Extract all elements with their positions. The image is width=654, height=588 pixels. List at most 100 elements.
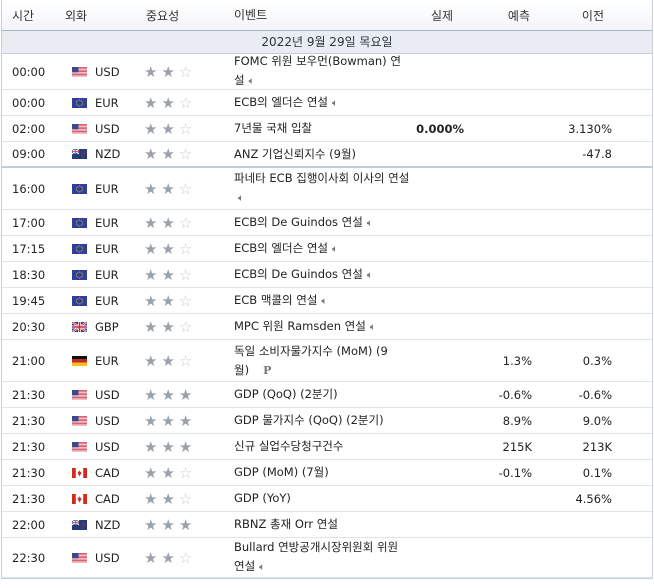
table-row[interactable]: 21:30 USD ★ ★ ★ GDP (QoQ) (2분기) -0.6% -0.6%: [2, 382, 652, 408]
table-row[interactable]: 19:45 EUR ★ ★ ☆ ECB 맥콜의 연설 🔈︎: [2, 288, 652, 314]
star-filled-icon: ★: [161, 548, 179, 567]
event-link[interactable]: ECB의 De Guindos 연설: [234, 266, 363, 281]
event-link[interactable]: FOMC 위원 보우먼(Bowman) 연설: [234, 54, 401, 87]
importance-stars: ★ ★ ☆: [144, 63, 230, 81]
table-row[interactable]: 21:00 EUR ★ ★ ☆ 독일 소비자물가지수 (MoM) (9월) P 1.3% 0.3…: [2, 340, 652, 382]
importance-stars: ★ ★ ★: [144, 386, 230, 404]
star-filled-icon: ★: [161, 463, 179, 482]
star-filled-icon: ★: [161, 62, 179, 81]
table-row[interactable]: 16:00 EUR ★ ★ ☆ 파네타 ECB 집행이사회 이사의 연설🔈︎: [2, 168, 652, 210]
table-row[interactable]: 17:00 EUR ★ ★ ☆ ECB의 De Guindos 연설 🔈︎: [2, 210, 652, 236]
event-link[interactable]: 독일 소비자물가지수 (MoM) (9월): [234, 343, 388, 377]
previous-value: 0.3%: [582, 353, 612, 368]
currency-code: NZD: [95, 147, 121, 161]
table-row[interactable]: 20:30 GBP ★ ★ ☆ MPC 위원 Ramsden 연설 🔈︎: [2, 314, 652, 340]
header-forecast[interactable]: 예측: [507, 8, 530, 23]
event-time: 18:30: [12, 267, 46, 282]
event-name[interactable]: FOMC 위원 보우먼(Bowman) 연설 🔈︎: [230, 49, 410, 94]
event-name[interactable]: GDP (YoY): [230, 486, 410, 511]
star-filled-icon: ★: [161, 93, 179, 112]
speaker-icon: 🔈︎: [238, 193, 244, 204]
event-link[interactable]: GDP (YoY): [234, 491, 291, 505]
header-currency[interactable]: 외화: [65, 8, 88, 23]
header-actual[interactable]: 실제: [430, 8, 454, 23]
star-filled-icon: ★: [161, 385, 179, 404]
event-name[interactable]: ANZ 기업신뢰지수 (9월): [230, 142, 410, 167]
event-name[interactable]: RBNZ 총재 Orr 연설: [230, 512, 410, 537]
star-filled-icon: ★: [144, 179, 162, 198]
previous-value: 4.56%: [575, 491, 612, 506]
event-link[interactable]: MPC 위원 Ramsden 연설: [234, 318, 366, 333]
speaker-icon: 🔈︎: [366, 269, 373, 281]
table-row[interactable]: 09:00 NZD ★ ★ ☆ ANZ 기업신뢰지수 (9월) -47.8: [2, 142, 652, 168]
event-name[interactable]: GDP (MoM) (7월): [230, 460, 410, 485]
event-link[interactable]: ECB의 De Guindos 연설: [234, 214, 363, 229]
event-name[interactable]: ECB의 De Guindos 연설 🔈︎: [230, 262, 410, 288]
event-link[interactable]: ECB의 엘더슨 연설: [234, 240, 328, 255]
header-event[interactable]: 이벤트: [234, 7, 268, 22]
star-filled-icon: ★: [161, 213, 179, 232]
forecast-value: -0.6%: [498, 387, 532, 402]
speaker-icon: 🔈︎: [369, 321, 376, 333]
event-name[interactable]: ECB의 엘더슨 연설 🔈︎: [230, 90, 410, 116]
event-name[interactable]: 신규 실업수당청구건수: [230, 434, 410, 459]
event-link[interactable]: ECB 맥콜의 연설: [234, 292, 318, 307]
event-name[interactable]: 독일 소비자물가지수 (MoM) (9월) P: [230, 339, 410, 383]
event-link[interactable]: 신규 실업수당청구건수: [234, 439, 344, 453]
event-link[interactable]: ECB의 엘더슨 연설: [234, 94, 328, 109]
previous-value: 213K: [582, 439, 613, 454]
event-name[interactable]: 7년물 국채 입찰: [230, 116, 410, 141]
table-row[interactable]: 18:30 EUR ★ ★ ☆ ECB의 De Guindos 연설 🔈︎: [2, 262, 652, 288]
eu-flag-icon: [72, 243, 87, 254]
table-row[interactable]: 22:00 NZD ★ ★ ★ RBNZ 총재 Orr 연설: [2, 512, 652, 538]
importance-stars: ★ ★ ☆: [144, 318, 230, 336]
event-link[interactable]: 파네타 ECB 집행이사회 이사의 연설: [234, 171, 410, 185]
table-row[interactable]: 17:15 EUR ★ ★ ☆ ECB의 엘더슨 연설 🔈︎: [2, 236, 652, 262]
event-name[interactable]: Bullard 연방공개시장위원회 위원 연설 🔈︎: [230, 535, 410, 580]
event-link[interactable]: ANZ 기업신뢰지수 (9월): [234, 146, 357, 161]
event-name[interactable]: ECB 맥콜의 연설 🔈︎: [230, 288, 410, 314]
event-link[interactable]: 7년물 국채 입찰: [234, 121, 313, 135]
gb-flag-icon: [72, 321, 87, 332]
currency-code: USD: [95, 121, 120, 136]
event-link[interactable]: GDP (QoQ) (2분기): [234, 387, 338, 401]
event-name[interactable]: GDP (QoQ) (2분기): [230, 382, 410, 407]
actual-value: 0.000%: [416, 121, 464, 136]
event-link[interactable]: RBNZ 총재 Orr 연설: [234, 517, 338, 531]
table-row[interactable]: 00:00 USD ★ ★ ☆ FOMC 위원 보우먼(Bowman) 연설 🔈︎: [2, 54, 652, 90]
currency-cell: USD: [62, 551, 144, 565]
speaker-icon: 🔈︎: [259, 562, 266, 573]
table-row[interactable]: 21:30 USD ★ ★ ★ 신규 실업수당청구건수 215K 213K: [2, 434, 652, 460]
currency-cell: USD: [62, 65, 144, 79]
previous-value: 3.130%: [568, 121, 612, 136]
event-name[interactable]: MPC 위원 Ramsden 연설 🔈︎: [230, 314, 410, 340]
eu-flag-icon: [72, 97, 87, 108]
importance-stars: ★ ★ ☆: [144, 240, 230, 258]
star-filled-icon: ★: [144, 145, 162, 163]
currency-cell: EUR: [62, 216, 144, 230]
table-row[interactable]: 22:30 USD ★ ★ ☆ Bullard 연방공개시장위원회 위원 연설 🔈︎: [2, 538, 652, 578]
previous-value: -47.8: [582, 147, 612, 161]
header-importance[interactable]: 중요성: [146, 8, 180, 23]
event-name[interactable]: GDP 물가지수 (QoQ) (2분기): [230, 408, 410, 433]
table-row[interactable]: 21:30 USD ★ ★ ★ GDP 물가지수 (QoQ) (2분기) 8.9% 9.0%: [2, 408, 652, 434]
eu-flag-icon: [72, 295, 87, 306]
header-previous[interactable]: 이전: [581, 8, 604, 23]
table-row[interactable]: 02:00 USD ★ ★ ☆ 7년물 국채 입찰 0.000% 3.130%: [2, 116, 652, 142]
event-link[interactable]: GDP 물가지수 (QoQ) (2분기): [234, 413, 384, 427]
star-empty-icon: ☆: [178, 463, 197, 482]
currency-code: USD: [95, 550, 120, 565]
star-filled-icon: ★: [144, 548, 162, 567]
event-name[interactable]: 파네타 ECB 집행이사회 이사의 연설 🔈︎: [230, 166, 410, 211]
table-row[interactable]: 21:30 CAD ★ ★ ☆ GDP (YoY) 4.56%: [2, 486, 652, 512]
importance-stars: ★ ★ ★: [144, 438, 230, 456]
table-row[interactable]: 00:00 EUR ★ ★ ☆ ECB의 엘더슨 연설 🔈︎: [2, 90, 652, 116]
table-row[interactable]: 21:30 CAD ★ ★ ☆ GDP (MoM) (7월) -0.1% 0.1%: [2, 460, 652, 486]
event-name[interactable]: ECB의 엘더슨 연설 🔈︎: [230, 236, 410, 262]
star-filled-icon: ★: [161, 179, 179, 198]
header-time[interactable]: 시간: [12, 8, 35, 23]
event-link[interactable]: Bullard 연방공개시장위원회 위원 연설: [234, 540, 399, 573]
event-name[interactable]: ECB의 De Guindos 연설 🔈︎: [230, 210, 410, 236]
importance-stars: ★ ★ ☆: [144, 549, 230, 567]
event-link[interactable]: GDP (MoM) (7월): [234, 465, 329, 479]
